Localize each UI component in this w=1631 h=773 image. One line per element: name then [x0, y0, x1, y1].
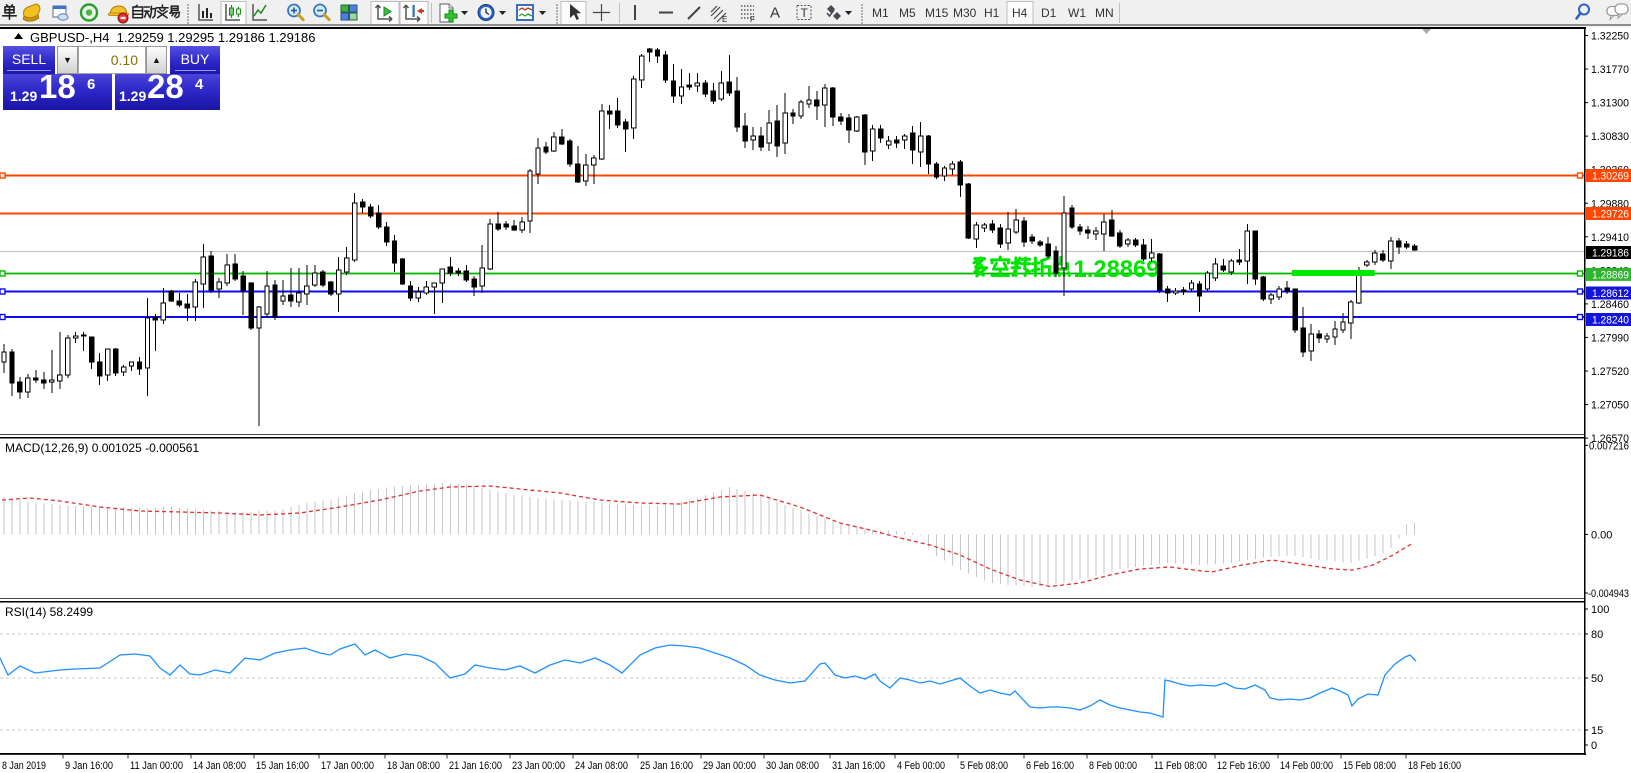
svg-text:29 Jan 00:00: 29 Jan 00:00 — [703, 760, 756, 772]
svg-text:1.27990: 1.27990 — [1591, 332, 1629, 344]
svg-text:14 Jan 08:00: 14 Jan 08:00 — [193, 760, 246, 772]
svg-text:1.26570: 1.26570 — [1591, 433, 1629, 445]
svg-text:RSI(14) 58.2499: RSI(14) 58.2499 — [5, 605, 93, 619]
svg-text:1.32250: 1.32250 — [1591, 31, 1629, 43]
svg-text:1.28240: 1.28240 — [1592, 315, 1629, 327]
svg-text:5 Feb 08:00: 5 Feb 08:00 — [960, 760, 1008, 772]
svg-text:1.30269: 1.30269 — [1592, 171, 1629, 183]
svg-text:0.00: 0.00 — [1591, 529, 1612, 541]
svg-text:1.30830: 1.30830 — [1591, 131, 1629, 143]
svg-text:H1: H1 — [984, 6, 1000, 20]
svg-text:T: T — [801, 6, 809, 20]
svg-text:M15: M15 — [925, 6, 949, 20]
svg-text:23 Jan 00:00: 23 Jan 00:00 — [512, 760, 565, 772]
svg-text:GBPUSD-,H4 1.29259 1.29295 1.: GBPUSD-,H4 1.29259 1.29295 1.29186 1.291… — [30, 30, 316, 45]
svg-text:1.31770: 1.31770 — [1591, 64, 1629, 76]
svg-text:100: 100 — [1591, 604, 1609, 616]
svg-text:17 Jan 00:00: 17 Jan 00:00 — [321, 760, 374, 772]
svg-text:A: A — [770, 5, 780, 22]
svg-text:1.27520: 1.27520 — [1591, 366, 1629, 378]
svg-text:-0.004943: -0.004943 — [1588, 588, 1629, 600]
svg-text:1.29186: 1.29186 — [1592, 248, 1629, 260]
svg-text:0: 0 — [1591, 740, 1597, 752]
svg-text:24 Jan 08:00: 24 Jan 08:00 — [575, 760, 628, 772]
svg-text:M1: M1 — [872, 6, 889, 20]
svg-text:21 Jan 16:00: 21 Jan 16:00 — [449, 760, 502, 772]
svg-text:W1: W1 — [1068, 6, 1086, 20]
svg-text:15: 15 — [1591, 725, 1603, 737]
svg-text:11 Feb 08:00: 11 Feb 08:00 — [1154, 760, 1207, 772]
svg-text:9 Jan 16:00: 9 Jan 16:00 — [65, 760, 113, 772]
svg-text:1.27050: 1.27050 — [1591, 400, 1629, 412]
svg-text:D1: D1 — [1041, 6, 1057, 20]
svg-text:11 Jan 00:00: 11 Jan 00:00 — [130, 760, 183, 772]
svg-text:25 Jan 16:00: 25 Jan 16:00 — [640, 760, 693, 772]
svg-text:80: 80 — [1591, 629, 1603, 641]
svg-text:1.29726: 1.29726 — [1592, 209, 1629, 221]
svg-text:4 Feb 00:00: 4 Feb 00:00 — [897, 760, 945, 772]
svg-text:1.31300: 1.31300 — [1591, 98, 1629, 110]
svg-text:1.28612: 1.28612 — [1592, 288, 1629, 300]
svg-text:M5: M5 — [899, 6, 916, 20]
svg-text:15 Jan 16:00: 15 Jan 16:00 — [256, 760, 309, 772]
svg-text:MN: MN — [1095, 6, 1114, 20]
svg-text:18 Feb 16:00: 18 Feb 16:00 — [1408, 760, 1461, 772]
svg-text:F: F — [750, 15, 755, 24]
svg-text:8 Jan 2019: 8 Jan 2019 — [2, 760, 46, 772]
svg-text:1.29410: 1.29410 — [1591, 232, 1629, 244]
svg-text:15 Feb 08:00: 15 Feb 08:00 — [1343, 760, 1396, 772]
svg-text:31 Jan 16:00: 31 Jan 16:00 — [832, 760, 885, 772]
svg-text:18 Jan 08:00: 18 Jan 08:00 — [387, 760, 440, 772]
svg-text:30 Jan 08:00: 30 Jan 08:00 — [766, 760, 819, 772]
svg-text:MACD(12,26,9) 0.001025 -0.0005: MACD(12,26,9) 0.001025 -0.000561 — [5, 441, 199, 455]
svg-text:1.28869: 1.28869 — [1074, 256, 1160, 283]
svg-text:8 Feb 00:00: 8 Feb 00:00 — [1089, 760, 1137, 772]
svg-text:H4: H4 — [1012, 6, 1028, 20]
svg-text:E: E — [722, 15, 727, 24]
svg-text:12 Feb 16:00: 12 Feb 16:00 — [1217, 760, 1270, 772]
svg-text:50: 50 — [1591, 673, 1603, 685]
svg-text:0.007216: 0.007216 — [1589, 440, 1629, 452]
svg-text:M30: M30 — [953, 6, 977, 20]
svg-text:1.28460: 1.28460 — [1591, 299, 1629, 311]
svg-text:14 Feb 00:00: 14 Feb 00:00 — [1280, 760, 1333, 772]
svg-text:6 Feb 16:00: 6 Feb 16:00 — [1026, 760, 1074, 772]
svg-text:1.28869: 1.28869 — [1592, 269, 1629, 281]
